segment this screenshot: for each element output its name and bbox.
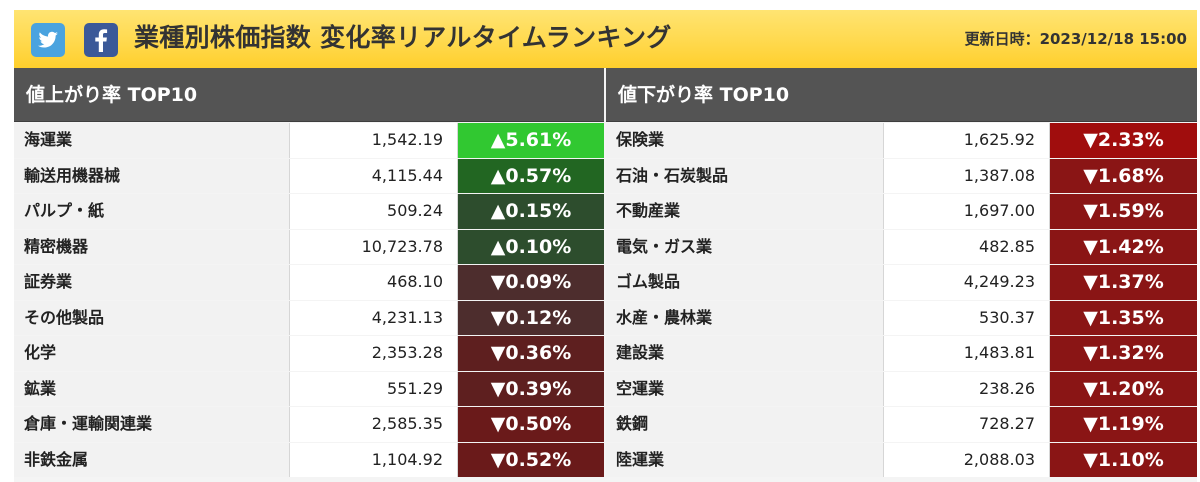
sector-name[interactable]: パルプ・紙	[14, 194, 290, 229]
table-row[interactable]: 建設業 1,483.81 ▼1.32%	[606, 336, 1197, 371]
losers-heading: 値下がり率 TOP10	[606, 68, 1197, 122]
table-row[interactable]: ゴム製品 4,249.23 ▼1.37%	[606, 265, 1197, 300]
change-rate-badge: ▼0.52%	[458, 442, 604, 477]
table-row[interactable]: 空運業 238.26 ▼1.20%	[606, 371, 1197, 406]
sector-name[interactable]: 石油・石炭製品	[606, 158, 884, 193]
table-row[interactable]: 鉄鋼 728.27 ▼1.19%	[606, 407, 1197, 442]
twitter-share-button[interactable]	[31, 23, 65, 57]
sector-name[interactable]: 保険業	[606, 123, 884, 158]
facebook-icon	[95, 29, 108, 52]
table-row[interactable]: 倉庫・運輸関連業 2,585.35 ▼0.50%	[14, 407, 604, 442]
sector-name[interactable]: 海運業	[14, 123, 290, 158]
change-rate-badge: ▼0.09%	[458, 265, 604, 300]
sector-name[interactable]: 陸運業	[606, 442, 884, 477]
twitter-icon	[38, 31, 58, 48]
index-value: 1,483.81	[884, 336, 1050, 371]
table-row[interactable]: 石油・石炭製品 1,387.08 ▼1.68%	[606, 158, 1197, 193]
updated-timestamp: 更新日時：2023/12/18 15:00	[964, 30, 1187, 48]
index-value: 2,088.03	[884, 442, 1050, 477]
index-value: 4,115.44	[290, 158, 458, 193]
table-row[interactable]: 不動産業 1,697.00 ▼1.59%	[606, 194, 1197, 229]
sector-name[interactable]: 電気・ガス業	[606, 229, 884, 264]
sector-name[interactable]: 不動産業	[606, 194, 884, 229]
index-value: 2,585.35	[290, 407, 458, 442]
table-row[interactable]: 鉱業 551.29 ▼0.39%	[14, 371, 604, 406]
table-row[interactable]: 陸運業 2,088.03 ▼1.10%	[606, 442, 1197, 477]
change-rate-badge: ▼1.35%	[1050, 300, 1197, 335]
table-row[interactable]: 輸送用機器械 4,115.44 ▲0.57%	[14, 158, 604, 193]
change-rate-badge: ▼1.68%	[1050, 158, 1197, 193]
gainers-table: 海運業 1,542.19 ▲5.61% 輸送用機器械 4,115.44 ▲0.57% パルプ…	[14, 123, 604, 477]
table-row[interactable]: 水産・農林業 530.37 ▼1.35%	[606, 300, 1197, 335]
index-value: 10,723.78	[290, 229, 458, 264]
table-row[interactable]: 非鉄金属 1,104.92 ▼0.52%	[14, 442, 604, 477]
table-row[interactable]: 精密機器 10,723.78 ▲0.10%	[14, 229, 604, 264]
index-value: 4,249.23	[884, 265, 1050, 300]
change-rate-badge: ▼1.37%	[1050, 265, 1197, 300]
change-rate-badge: ▼1.19%	[1050, 407, 1197, 442]
index-value: 551.29	[290, 371, 458, 406]
sector-name[interactable]: 水産・農林業	[606, 300, 884, 335]
table-row[interactable]: 電気・ガス業 482.85 ▼1.42%	[606, 229, 1197, 264]
table-row[interactable]: パルプ・紙 509.24 ▲0.15%	[14, 194, 604, 229]
change-rate-badge: ▼2.33%	[1050, 123, 1197, 158]
change-rate-badge: ▲0.57%	[458, 158, 604, 193]
change-rate-badge: ▼0.39%	[458, 371, 604, 406]
index-value: 482.85	[884, 229, 1050, 264]
ranking-widget: 業種別株価指数 変化率リアルタイムランキング 更新日時：2023/12/18 1…	[14, 10, 1197, 482]
widget-header: 業種別株価指数 変化率リアルタイムランキング 更新日時：2023/12/18 1…	[14, 10, 1197, 68]
losers-table: 保険業 1,625.92 ▼2.33% 石油・石炭製品 1,387.08 ▼1.68% 不動…	[606, 123, 1197, 477]
facebook-share-button[interactable]	[84, 23, 118, 57]
change-rate-badge: ▼1.32%	[1050, 336, 1197, 371]
change-rate-badge: ▲5.61%	[458, 123, 604, 158]
index-value: 1,387.08	[884, 158, 1050, 193]
sector-name[interactable]: 鉄鋼	[606, 407, 884, 442]
index-value: 1,542.19	[290, 123, 458, 158]
change-rate-badge: ▲0.15%	[458, 194, 604, 229]
change-rate-badge: ▼0.36%	[458, 336, 604, 371]
gainers-panel: 値上がり率 TOP10 海運業 1,542.19 ▲5.61% 輸送用機器械 4,115…	[14, 68, 604, 482]
sector-name[interactable]: 証券業	[14, 265, 290, 300]
change-rate-badge: ▲0.10%	[458, 229, 604, 264]
sector-name[interactable]: その他製品	[14, 300, 290, 335]
sector-name[interactable]: 精密機器	[14, 229, 290, 264]
index-value: 468.10	[290, 265, 458, 300]
table-row[interactable]: 証券業 468.10 ▼0.09%	[14, 265, 604, 300]
index-value: 1,625.92	[884, 123, 1050, 158]
table-row[interactable]: 海運業 1,542.19 ▲5.61%	[14, 123, 604, 158]
index-value: 238.26	[884, 371, 1050, 406]
index-value: 4,231.13	[290, 300, 458, 335]
sector-name[interactable]: 化学	[14, 336, 290, 371]
widget-title: 業種別株価指数 変化率リアルタイムランキング	[134, 23, 672, 52]
index-value: 2,353.28	[290, 336, 458, 371]
sector-name[interactable]: 倉庫・運輸関連業	[14, 407, 290, 442]
table-row[interactable]: 保険業 1,625.92 ▼2.33%	[606, 123, 1197, 158]
sector-name[interactable]: 輸送用機器械	[14, 158, 290, 193]
gainers-heading: 値上がり率 TOP10	[14, 68, 604, 122]
sector-name[interactable]: 鉱業	[14, 371, 290, 406]
index-value: 509.24	[290, 194, 458, 229]
change-rate-badge: ▼1.20%	[1050, 371, 1197, 406]
sector-name[interactable]: 非鉄金属	[14, 442, 290, 477]
change-rate-badge: ▼1.59%	[1050, 194, 1197, 229]
index-value: 530.37	[884, 300, 1050, 335]
sector-name[interactable]: 建設業	[606, 336, 884, 371]
sector-name[interactable]: 空運業	[606, 371, 884, 406]
index-value: 1,697.00	[884, 194, 1050, 229]
change-rate-badge: ▼0.12%	[458, 300, 604, 335]
sector-name[interactable]: ゴム製品	[606, 265, 884, 300]
index-value: 1,104.92	[290, 442, 458, 477]
losers-panel: 値下がり率 TOP10 保険業 1,625.92 ▼2.33% 石油・石炭製品 1,38…	[606, 68, 1197, 482]
table-row[interactable]: 化学 2,353.28 ▼0.36%	[14, 336, 604, 371]
change-rate-badge: ▼1.10%	[1050, 442, 1197, 477]
index-value: 728.27	[884, 407, 1050, 442]
change-rate-badge: ▼1.42%	[1050, 229, 1197, 264]
change-rate-badge: ▼0.50%	[458, 407, 604, 442]
table-row[interactable]: その他製品 4,231.13 ▼0.12%	[14, 300, 604, 335]
